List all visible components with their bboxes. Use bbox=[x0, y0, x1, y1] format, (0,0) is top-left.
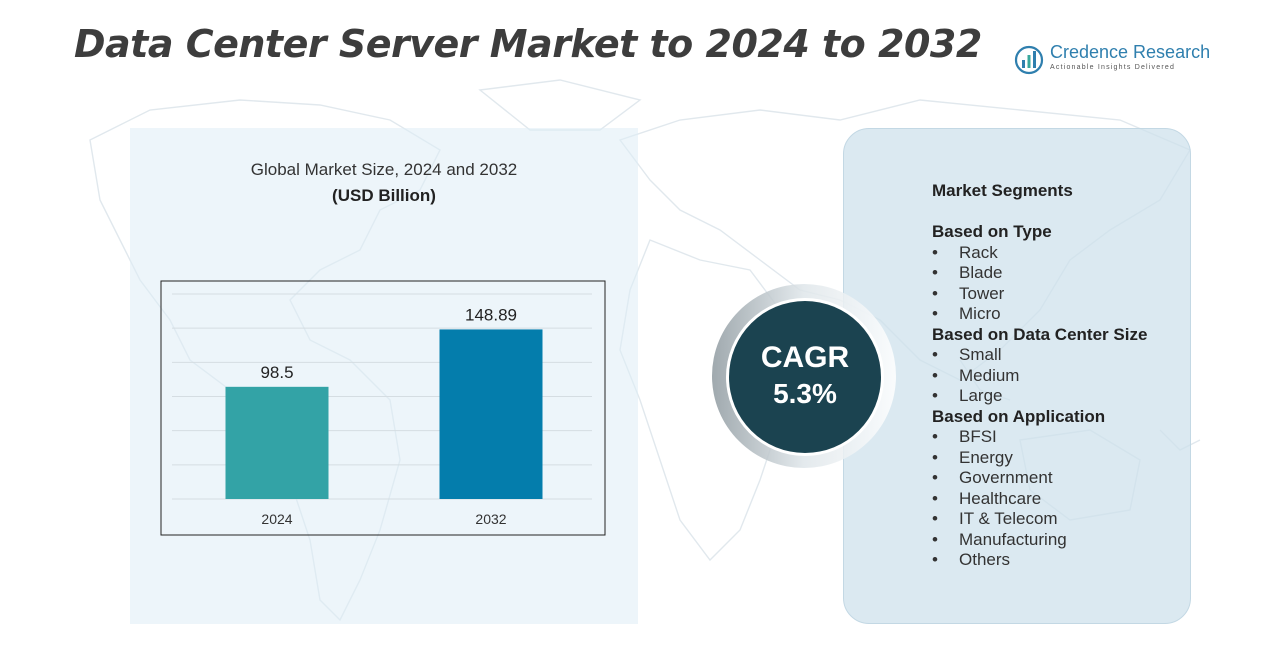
x-tick-label: 2024 bbox=[261, 511, 292, 527]
bar-value-label: 98.5 bbox=[260, 363, 293, 382]
bar-2032 bbox=[439, 329, 543, 499]
segment-item: Rack bbox=[932, 243, 1182, 264]
segment-item: Micro bbox=[932, 304, 1182, 325]
credence-logo-icon bbox=[1014, 45, 1044, 75]
cagr-circle: CAGR 5.3% bbox=[729, 301, 881, 453]
cagr-value: 5.3% bbox=[773, 378, 837, 409]
page-title: Data Center Server Market to 2024 to 203… bbox=[74, 22, 982, 66]
segments-title: Market Segments bbox=[932, 181, 1073, 200]
logo-tagline: Actionable Insights Delivered bbox=[1050, 64, 1176, 71]
chart-frame bbox=[160, 280, 606, 536]
company-logo: Credence Research Actionable Insights De… bbox=[1014, 42, 1214, 78]
segment-item: Manufacturing bbox=[932, 530, 1182, 551]
chart-unit: (USD Billion) bbox=[332, 186, 436, 205]
segment-item: Tower bbox=[932, 284, 1182, 305]
bar-2024 bbox=[225, 386, 329, 499]
segment-item: IT & Telecom bbox=[932, 509, 1182, 530]
logo-name: Credence Research bbox=[1050, 42, 1211, 62]
segment-item: Blade bbox=[932, 263, 1182, 284]
market-size-panel: Global Market Size, 2024 and 2032 (USD B… bbox=[130, 128, 638, 624]
segment-item: BFSI bbox=[932, 427, 1182, 448]
segment-heading-application: Based on Application bbox=[932, 406, 1106, 426]
segments-list: Market Segments Based on Type Rack Blade… bbox=[932, 181, 1182, 571]
chart-caption: Global Market Size, 2024 and 2032 bbox=[250, 160, 518, 179]
segment-heading-data-center-size: Based on Data Center Size bbox=[932, 324, 1148, 344]
bar-value-label: 148.89 bbox=[465, 305, 517, 324]
segment-item: Energy bbox=[932, 448, 1182, 469]
segment-item: Government bbox=[932, 468, 1182, 489]
segment-item: Medium bbox=[932, 366, 1182, 387]
segment-item: Others bbox=[932, 550, 1182, 571]
segment-item: Small bbox=[932, 345, 1182, 366]
market-segments-panel: Market Segments Based on Type Rack Blade… bbox=[843, 128, 1191, 624]
segment-item: Large bbox=[932, 386, 1182, 407]
cagr-label: CAGR bbox=[760, 341, 850, 374]
bar-chart: 98.5 2024 148.89 2032 bbox=[160, 280, 606, 536]
segment-item: Healthcare bbox=[932, 489, 1182, 510]
segment-heading-type: Based on Type bbox=[932, 222, 1052, 241]
x-tick-label: 2032 bbox=[475, 511, 506, 527]
